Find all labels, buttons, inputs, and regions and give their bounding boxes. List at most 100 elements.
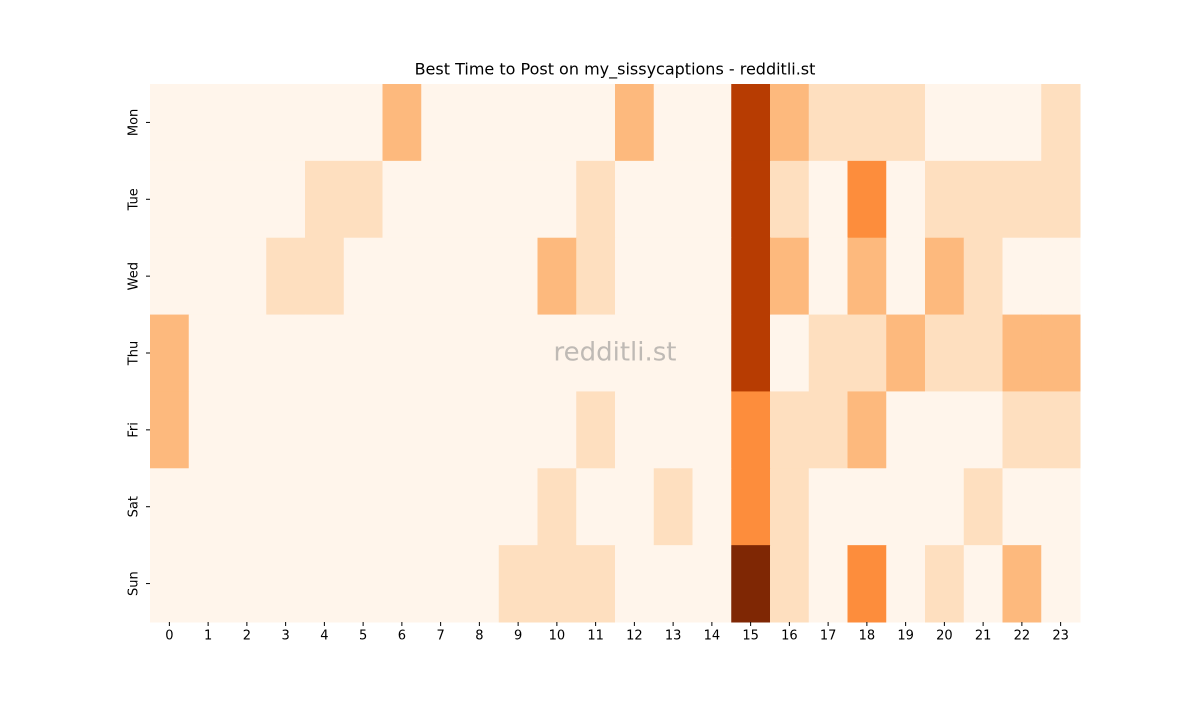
heat-cell (731, 314, 771, 392)
heat-cell (498, 314, 538, 392)
x-tick-label: 7 (436, 629, 444, 644)
heat-cell (808, 84, 848, 162)
watermark: redditli.st (554, 338, 677, 368)
heat-cell (266, 314, 306, 392)
heat-cell (537, 468, 577, 546)
heat-cell (150, 314, 190, 392)
x-tick-label: 10 (549, 629, 566, 644)
heat-cell (1041, 84, 1081, 162)
heat-cell (808, 468, 848, 546)
heat-cell (150, 468, 190, 546)
heat-cell (731, 468, 771, 546)
heat-cell (963, 84, 1003, 162)
heat-cell (266, 160, 306, 239)
heat-cell (305, 237, 345, 316)
heat-cell (343, 391, 383, 469)
heat-cell (576, 314, 616, 392)
heat-cell (537, 391, 577, 469)
heat-cell (460, 84, 500, 162)
heat-cell (963, 160, 1003, 239)
heat-cell (1041, 391, 1081, 469)
heat-cell (963, 468, 1003, 546)
x-tick-label: 14 (704, 629, 721, 644)
heat-cell (343, 84, 383, 162)
heat-cell (692, 84, 732, 162)
heat-cell (460, 468, 500, 546)
heat-cell (188, 391, 228, 469)
heat-cell (150, 237, 190, 316)
heat-cell (576, 237, 616, 316)
heat-cell (963, 314, 1003, 392)
heat-cell (1002, 314, 1042, 392)
heat-cell (227, 237, 267, 316)
heat-cell (770, 314, 810, 392)
heat-cell (227, 84, 267, 162)
heat-cell (692, 545, 732, 623)
heat-cell (653, 84, 693, 162)
y-tick-label: Fri (127, 422, 142, 438)
heat-cell (382, 468, 422, 546)
heat-cell (1002, 545, 1042, 623)
x-tick-label: 20 (936, 629, 953, 644)
heat-cell (305, 391, 345, 469)
heat-cell (305, 84, 345, 162)
heat-cell (770, 84, 810, 162)
heat-cell (382, 545, 422, 623)
heat-cell (150, 84, 190, 162)
heat-cell (731, 84, 771, 162)
heat-cell (188, 468, 228, 546)
heat-cell (498, 545, 538, 623)
heat-cell (886, 545, 926, 623)
heat-cell (150, 391, 190, 469)
heat-cell (653, 468, 693, 546)
heat-cell (1002, 237, 1042, 316)
heat-cell (847, 391, 887, 469)
y-tick-label: Tue (127, 188, 142, 211)
heat-cell (808, 545, 848, 623)
x-tick-label: 9 (514, 629, 522, 644)
heat-cell (731, 545, 771, 623)
y-tick-label: Sun (127, 571, 142, 596)
heat-cell (847, 237, 887, 316)
heat-cell (847, 84, 887, 162)
heat-cell (692, 314, 732, 392)
y-tick-label: Mon (127, 109, 142, 136)
heat-cell (343, 545, 383, 623)
x-tick-label: 2 (243, 629, 251, 644)
heat-cell (615, 391, 655, 469)
heat-cell (1041, 160, 1081, 239)
heat-cell (770, 237, 810, 316)
heat-cell (382, 160, 422, 239)
heat-cell (188, 160, 228, 239)
heat-cell (692, 237, 732, 316)
heat-cell (925, 314, 965, 392)
chart-title: Best Time to Post on my_sissycaptions - … (415, 60, 816, 80)
heat-cell (963, 391, 1003, 469)
heat-cell (498, 237, 538, 316)
heat-cell (770, 160, 810, 239)
heat-cell (615, 160, 655, 239)
x-tick-label: 0 (165, 629, 173, 644)
heat-cell (305, 545, 345, 623)
heat-cell (537, 237, 577, 316)
heat-cell (537, 545, 577, 623)
heat-cell (847, 160, 887, 239)
heat-cell (576, 545, 616, 623)
heat-cell (188, 84, 228, 162)
heat-cell (925, 545, 965, 623)
x-tick-label: 5 (359, 629, 367, 644)
heat-cell (266, 468, 306, 546)
heat-cell (305, 314, 345, 392)
heat-cell (266, 545, 306, 623)
heat-cell (498, 391, 538, 469)
heat-cell (808, 391, 848, 469)
heat-cell (460, 314, 500, 392)
heat-cell (421, 468, 461, 546)
heat-cell (615, 237, 655, 316)
heat-cell (1041, 468, 1081, 546)
heat-cell (188, 314, 228, 392)
heat-cell (305, 468, 345, 546)
x-tick-label: 17 (820, 629, 837, 644)
heat-cell (266, 84, 306, 162)
heat-cell (188, 237, 228, 316)
